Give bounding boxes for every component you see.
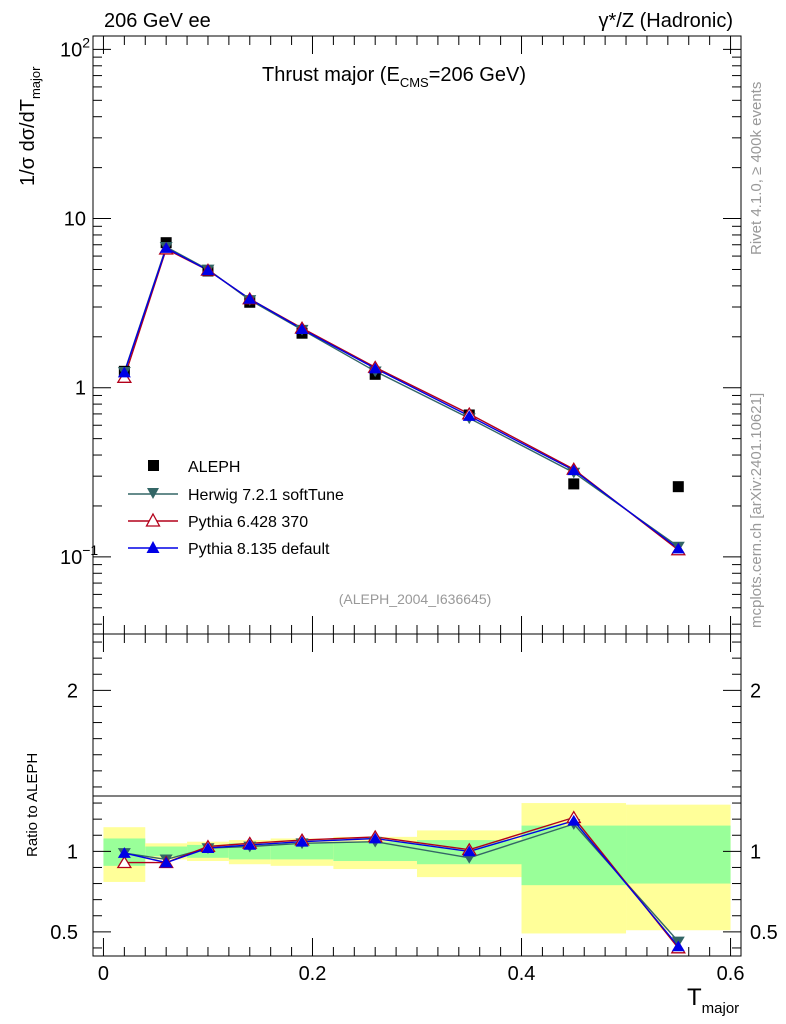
ratio-series-marker-1 bbox=[116, 855, 133, 869]
main-y-tick-label: 10−1 bbox=[60, 542, 98, 569]
header-right: γ*/Z (Hadronic) bbox=[599, 10, 733, 32]
legend-pythia6-marker bbox=[145, 512, 161, 527]
x-axis-label: Tmajor bbox=[687, 984, 739, 1017]
main-series-line-1 bbox=[123, 248, 679, 551]
ratio-series-marker-2 bbox=[295, 835, 309, 847]
main-markers bbox=[116, 237, 686, 556]
legend-data-label: ALEPH bbox=[188, 459, 240, 476]
rivet-label: Rivet 4.1.0, ≥ 400k events bbox=[748, 82, 765, 255]
ratio-series-marker-2 bbox=[117, 847, 131, 858]
ratio-uncertainty-bands bbox=[103, 803, 731, 934]
ratio-ylabel: Ratio to ALEPH bbox=[24, 753, 41, 857]
ratio-y-tick-label-left: 0.5 bbox=[50, 922, 78, 944]
main-ylabel: 1/σ dσ/dTmajor bbox=[17, 66, 43, 186]
main-series-marker-2 bbox=[368, 362, 382, 374]
x-tick-label: 0.2 bbox=[299, 963, 327, 985]
main-series-marker-2 bbox=[243, 293, 257, 304]
legend-pythia8-label: Pythia 8.135 default bbox=[188, 541, 330, 558]
ratio-series-marker-2 bbox=[159, 856, 173, 868]
ratio-series-marker-2 bbox=[671, 940, 685, 952]
legend-entry-pythia8: Pythia 8.135 default bbox=[128, 541, 330, 558]
analysis-id: (ALEPH_2004_I636645) bbox=[339, 591, 492, 607]
x-tick-label: 0 bbox=[98, 963, 109, 985]
ratio-y-tick-label-left: 1 bbox=[67, 841, 78, 863]
ratio-series-marker-2 bbox=[567, 814, 581, 826]
ratio-stat-band bbox=[333, 841, 417, 862]
main-title-sub: CMS bbox=[400, 75, 429, 90]
ratio-y-tick-label-left: 2 bbox=[67, 680, 78, 702]
header-left: 206 GeV ee bbox=[104, 10, 211, 32]
main-series-marker-2 bbox=[671, 542, 685, 554]
data-point bbox=[568, 478, 580, 490]
main-title: Thrust major (ECMS=206 GeV) bbox=[262, 64, 526, 90]
main-series-marker-2 bbox=[201, 264, 215, 276]
main-series-marker-2 bbox=[295, 323, 309, 335]
ratio-stat-band bbox=[270, 843, 334, 860]
legend-data-marker bbox=[148, 460, 159, 471]
ratio-stat-band bbox=[145, 846, 188, 857]
legend-herwig-label: Herwig 7.2.1 softTune bbox=[188, 487, 344, 504]
ratio-y-tick-label-right: 2 bbox=[750, 680, 761, 702]
ratio-y-tick-label-right: 0.5 bbox=[750, 922, 778, 944]
ratio-series-marker-2 bbox=[201, 842, 215, 854]
main-ylabel-sub: major bbox=[28, 66, 43, 99]
legend-entry-herwig: Herwig 7.2.1 softTune bbox=[128, 487, 344, 504]
main-y-tick-label: 1 bbox=[75, 378, 86, 400]
data-point bbox=[672, 481, 684, 493]
mcplots-label: mcplots.cern.ch [arXiv:2401.10621] bbox=[748, 393, 765, 628]
legend-herwig-marker bbox=[147, 488, 159, 499]
ratio-stat-band bbox=[521, 825, 627, 886]
legend-entry-pythia6: Pythia 6.428 370 bbox=[128, 512, 308, 531]
ratio-series-marker-2 bbox=[462, 845, 476, 857]
ratio-series-marker-2 bbox=[243, 839, 257, 850]
main-series-marker-2 bbox=[462, 410, 476, 421]
main-series-marker-2 bbox=[117, 366, 131, 378]
legend-pythia6-label: Pythia 6.428 370 bbox=[188, 514, 308, 531]
ratio-series-marker-2 bbox=[368, 832, 382, 844]
legend: ALEPH Herwig 7.2.1 softTune Pythia 6.428… bbox=[128, 459, 344, 558]
x-tick-label: 0.4 bbox=[508, 963, 536, 985]
main-series-marker-2 bbox=[159, 242, 173, 253]
main-y-tick-label: 10 bbox=[64, 209, 86, 231]
x-tick-label: 0.6 bbox=[717, 963, 745, 985]
main-series-marker-2 bbox=[567, 464, 581, 476]
x-axis-label-sub: major bbox=[702, 1000, 740, 1017]
ratio-axis-ticks: 0 0.2 0.4 0.60.5 0.51 12 2 bbox=[50, 634, 778, 985]
main-series-lines bbox=[123, 245, 679, 551]
main-axis-ticks: 10−1 1 10 102 bbox=[60, 34, 741, 634]
main-y-tick-label: 102 bbox=[60, 34, 90, 61]
ratio-y-tick-label-right: 1 bbox=[750, 841, 761, 863]
legend-entry-data: ALEPH bbox=[148, 459, 240, 476]
ratio-stat-band bbox=[626, 825, 731, 884]
legend-pythia8-marker bbox=[146, 541, 160, 553]
main-title-tail: =206 GeV) bbox=[429, 64, 526, 86]
ratio-markers bbox=[116, 810, 686, 954]
